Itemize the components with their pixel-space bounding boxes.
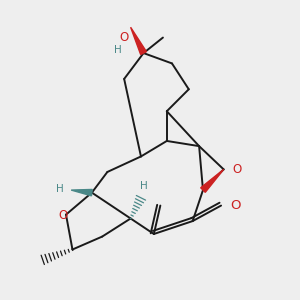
Text: H: H xyxy=(56,184,63,194)
Text: O: O xyxy=(230,199,241,212)
Text: H: H xyxy=(114,45,122,55)
Text: O: O xyxy=(59,209,68,222)
Polygon shape xyxy=(71,189,92,196)
Text: H: H xyxy=(140,182,147,191)
Text: O: O xyxy=(119,31,129,44)
Polygon shape xyxy=(201,169,224,192)
Text: O: O xyxy=(233,163,242,176)
Polygon shape xyxy=(130,27,146,55)
